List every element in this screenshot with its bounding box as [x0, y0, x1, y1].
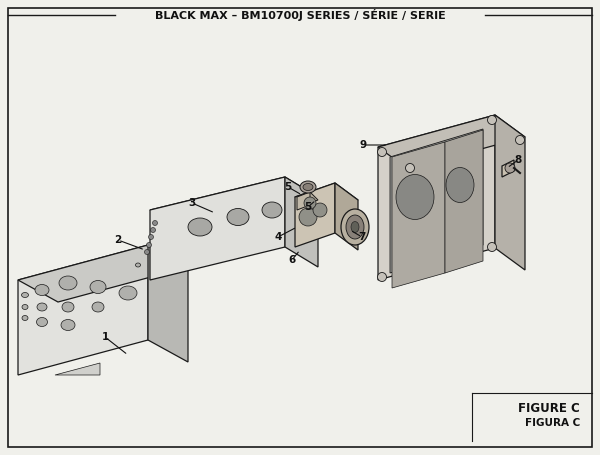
Text: BLACK MAX – BM10700J SERIES / SÉRIE / SERIE: BLACK MAX – BM10700J SERIES / SÉRIE / SE… — [155, 9, 445, 21]
Text: FIGURE C: FIGURE C — [518, 403, 580, 415]
Ellipse shape — [92, 302, 104, 312]
Text: 5: 5 — [304, 202, 311, 212]
Circle shape — [313, 203, 327, 217]
Polygon shape — [18, 245, 148, 375]
Text: 1: 1 — [101, 332, 109, 342]
Ellipse shape — [90, 280, 106, 293]
Ellipse shape — [303, 183, 313, 191]
Polygon shape — [18, 245, 188, 302]
Circle shape — [151, 228, 155, 233]
Ellipse shape — [119, 286, 137, 300]
Text: 2: 2 — [115, 235, 122, 245]
Circle shape — [149, 234, 154, 239]
Ellipse shape — [188, 218, 212, 236]
Ellipse shape — [351, 222, 359, 233]
Polygon shape — [55, 363, 100, 375]
Circle shape — [377, 147, 386, 157]
Ellipse shape — [136, 263, 140, 267]
Polygon shape — [495, 115, 525, 270]
Ellipse shape — [61, 319, 75, 330]
Ellipse shape — [22, 315, 28, 320]
Text: 3: 3 — [188, 198, 196, 208]
Polygon shape — [378, 115, 495, 280]
Polygon shape — [392, 142, 445, 288]
Ellipse shape — [59, 276, 77, 290]
Polygon shape — [150, 177, 285, 280]
Ellipse shape — [446, 167, 474, 202]
Circle shape — [146, 243, 151, 248]
Ellipse shape — [262, 202, 282, 218]
Ellipse shape — [396, 175, 434, 219]
Ellipse shape — [300, 181, 316, 193]
Text: 5: 5 — [284, 182, 292, 192]
Ellipse shape — [341, 209, 369, 245]
Ellipse shape — [346, 215, 364, 239]
Circle shape — [299, 208, 317, 226]
Polygon shape — [390, 129, 483, 273]
Ellipse shape — [62, 302, 74, 312]
Text: 6: 6 — [289, 255, 296, 265]
Polygon shape — [295, 183, 335, 247]
Ellipse shape — [35, 284, 49, 295]
Polygon shape — [502, 160, 514, 177]
Polygon shape — [378, 115, 525, 169]
Circle shape — [406, 163, 415, 172]
Circle shape — [377, 273, 386, 282]
Circle shape — [145, 249, 149, 254]
Circle shape — [304, 197, 316, 209]
Text: 8: 8 — [514, 155, 521, 165]
Polygon shape — [295, 183, 358, 214]
Text: FIGURA C: FIGURA C — [525, 418, 580, 428]
Text: 7: 7 — [358, 232, 365, 242]
Ellipse shape — [37, 318, 47, 327]
Ellipse shape — [227, 208, 249, 226]
Circle shape — [487, 116, 497, 125]
Polygon shape — [297, 192, 318, 205]
Ellipse shape — [22, 304, 28, 309]
Text: 4: 4 — [274, 232, 281, 242]
Polygon shape — [148, 245, 188, 362]
Ellipse shape — [22, 293, 29, 298]
Polygon shape — [445, 130, 483, 273]
Circle shape — [505, 163, 515, 173]
Circle shape — [487, 243, 497, 252]
Text: 9: 9 — [359, 140, 367, 150]
Circle shape — [152, 221, 157, 226]
Polygon shape — [335, 183, 358, 250]
Ellipse shape — [37, 303, 47, 311]
Polygon shape — [150, 177, 318, 230]
Circle shape — [515, 136, 524, 145]
Polygon shape — [297, 192, 310, 210]
Polygon shape — [285, 177, 318, 267]
